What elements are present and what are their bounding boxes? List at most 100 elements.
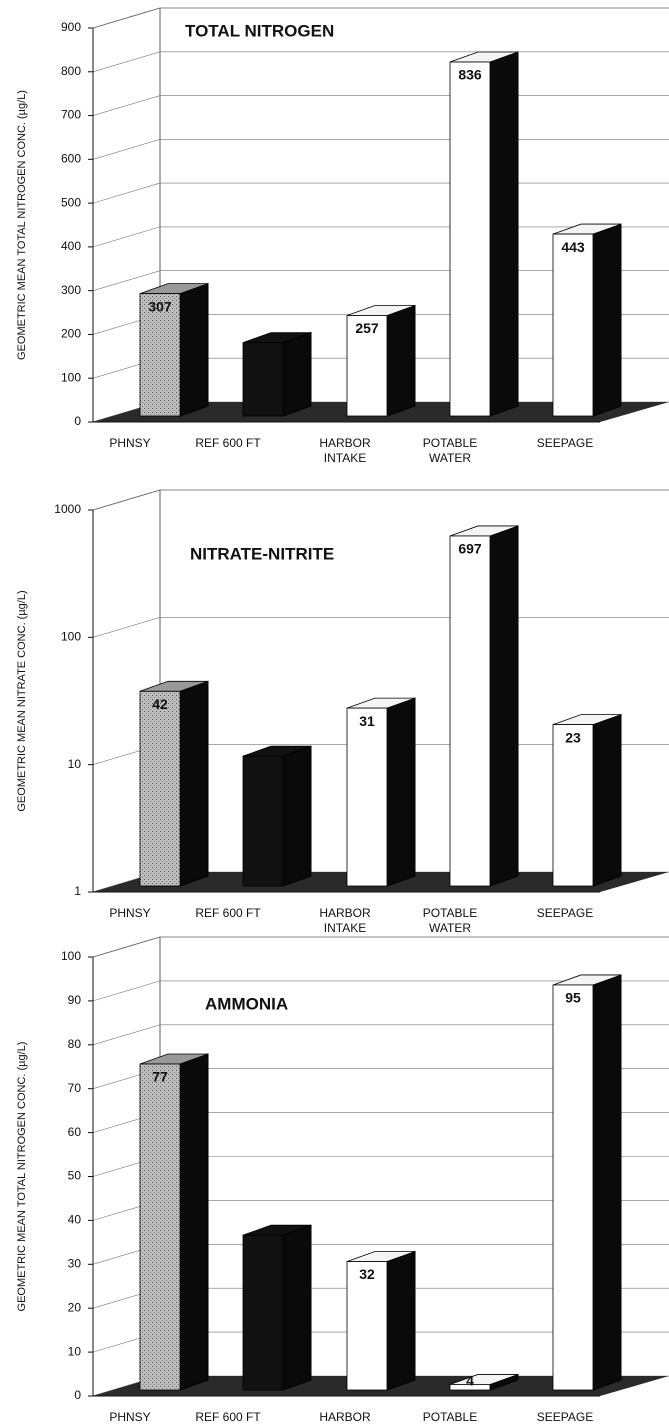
x-tick-label: HARBOR xyxy=(319,436,371,450)
x-tick-label: INTAKE xyxy=(324,921,366,935)
chart-title: TOTAL NITROGEN xyxy=(185,21,334,40)
bar xyxy=(449,61,491,417)
bar-side xyxy=(386,697,416,887)
bar xyxy=(552,233,594,417)
x-tick-label: REF 600 FT xyxy=(195,1410,261,1424)
x-tick-label: HARBOR xyxy=(319,906,371,920)
y-tick-label: 900 xyxy=(61,20,81,34)
y-tick-label: 80 xyxy=(68,1037,82,1051)
x-tick-label: HARBOR xyxy=(319,1410,371,1424)
bar-side xyxy=(282,745,312,887)
grid-line xyxy=(92,139,669,160)
x-tick-label: WATER xyxy=(429,921,471,935)
chart: 0 10 20 30 40 50 60 70 80 90 100 AMMONIA GEOMETRIC M… xyxy=(16,936,669,1424)
grid-line xyxy=(92,95,669,116)
data-label: 257 xyxy=(355,320,379,336)
chart: 0 100 200 300 400 500 600 700 800 900 TOTAL NITROG… xyxy=(16,7,669,465)
bar xyxy=(449,1384,491,1391)
grid-line xyxy=(92,489,669,511)
bar xyxy=(242,1234,284,1391)
y-tick-label: 30 xyxy=(68,1256,82,1270)
y-tick-label: 800 xyxy=(61,64,81,78)
grid-line xyxy=(92,936,669,958)
x-tick-label: POTABLE xyxy=(423,906,477,920)
bar xyxy=(346,315,388,417)
bar xyxy=(242,342,284,417)
bar xyxy=(346,707,388,887)
data-label: 443 xyxy=(561,239,585,255)
x-tick-label: REF 600 FT xyxy=(195,436,261,450)
data-label: 4 xyxy=(466,1373,474,1389)
grid-line xyxy=(92,617,669,638)
bar-side xyxy=(592,974,622,1391)
y-tick-label: 400 xyxy=(61,239,81,253)
data-label: 77 xyxy=(152,1069,168,1085)
data-label: 697 xyxy=(458,541,482,557)
y-tick-label: 600 xyxy=(61,152,81,166)
bar xyxy=(449,535,491,887)
bar-side xyxy=(179,680,209,887)
data-label: 23 xyxy=(565,729,581,745)
y-tick-label: 1000 xyxy=(54,502,81,516)
y-tick-label: 60 xyxy=(68,1125,82,1139)
y-axis-label: GEOMETRIC MEAN TOTAL NITROGEN CONC. (µg/… xyxy=(16,1042,28,1312)
y-tick-label: 0 xyxy=(74,1388,81,1402)
data-label: 32 xyxy=(359,1266,375,1282)
bar xyxy=(139,1063,181,1391)
y-axis-label: GEOMETRIC MEAN TOTAL NITROGEN CONC. (µg/… xyxy=(16,90,28,360)
y-tick-label: 700 xyxy=(61,108,81,122)
y-tick-label: 0 xyxy=(74,414,81,428)
grid-line xyxy=(92,1024,669,1046)
y-tick-label: 90 xyxy=(68,993,82,1007)
x-tick-label: WATER xyxy=(429,451,471,465)
x-tick-label: PHNSY xyxy=(109,436,150,450)
y-tick-label: 100 xyxy=(61,949,81,963)
bar-side xyxy=(282,331,312,417)
bar xyxy=(552,724,594,887)
y-tick-label: 100 xyxy=(61,630,81,644)
grid-line xyxy=(92,980,669,1002)
x-tick-label: POTABLE xyxy=(423,1410,477,1424)
bar-side xyxy=(179,1053,209,1391)
bar-side xyxy=(386,304,416,417)
bar xyxy=(139,690,181,887)
x-tick-label: REF 600 FT xyxy=(195,906,261,920)
data-label: 836 xyxy=(458,67,482,83)
grid-line xyxy=(92,7,669,29)
y-tick-label: 20 xyxy=(68,1300,82,1314)
bar xyxy=(139,293,181,417)
bar-side xyxy=(179,282,209,417)
data-label: 95 xyxy=(565,990,581,1006)
y-axis-label: GEOMETRIC MEAN NITRATE CONC. (µg/L) xyxy=(16,590,28,811)
data-label: 42 xyxy=(152,696,168,712)
bar-side xyxy=(592,223,622,417)
y-tick-label: 1 xyxy=(74,884,81,898)
y-tick-label: 200 xyxy=(61,327,81,341)
y-tick-label: 50 xyxy=(68,1169,82,1183)
bar xyxy=(346,1261,388,1391)
y-tick-label: 70 xyxy=(68,1081,82,1095)
y-tick-label: 10 xyxy=(68,757,82,771)
y-tick-label: 40 xyxy=(68,1213,82,1227)
bar-side xyxy=(592,713,622,887)
x-tick-label: SEEPAGE xyxy=(537,436,593,450)
x-tick-label: SEEPAGE xyxy=(537,1410,593,1424)
bar-side xyxy=(386,1250,416,1391)
x-tick-label: PHNSY xyxy=(109,906,150,920)
y-tick-label: 500 xyxy=(61,195,81,209)
x-tick-label: SEEPAGE xyxy=(537,906,593,920)
chart: 1 10 100 1000 NITRATE-NITRITE GEOMETRIC MEAN … xyxy=(16,489,669,935)
data-label: 31 xyxy=(359,713,375,729)
x-tick-label: INTAKE xyxy=(324,451,366,465)
chart-title: AMMONIA xyxy=(205,994,288,1013)
chart-title: NITRATE-NITRITE xyxy=(190,544,334,563)
grid-line xyxy=(92,182,669,204)
bar-side xyxy=(282,1224,312,1391)
bar-side xyxy=(489,51,519,417)
bar-side xyxy=(489,525,519,887)
y-tick-label: 10 xyxy=(68,1344,82,1358)
x-tick-label: PHNSY xyxy=(109,1410,150,1424)
y-tick-label: 100 xyxy=(61,370,81,384)
y-tick-label: 300 xyxy=(61,283,81,297)
